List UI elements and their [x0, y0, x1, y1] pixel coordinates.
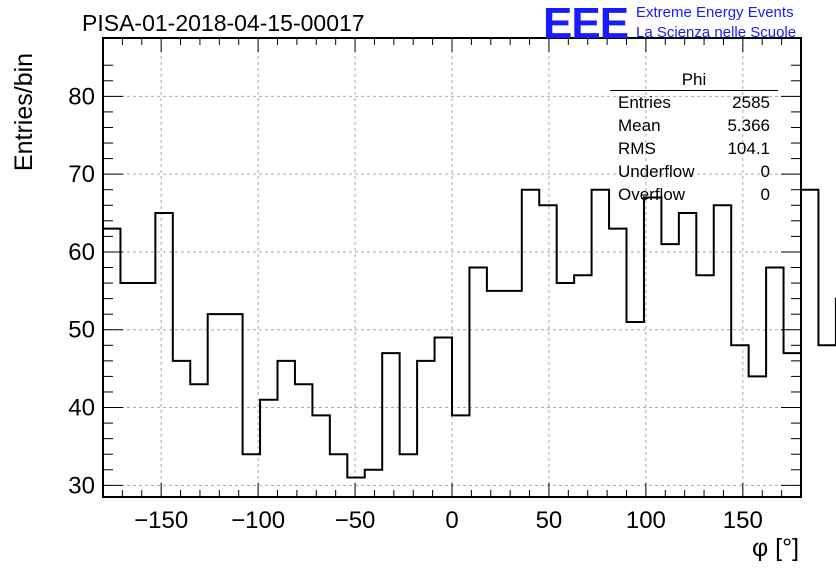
logo-line-1: Extreme Energy Events	[636, 4, 794, 21]
stats-value: 2585	[732, 93, 770, 112]
logo-line-2: La Scienza nelle Scuole	[636, 24, 797, 41]
stats-row-mean: Mean 5.366	[610, 114, 778, 137]
x-tick-label: 0	[445, 507, 458, 534]
chart-title: PISA-01-2018-04-15-00017	[82, 10, 365, 36]
stats-label: Underflow	[618, 162, 695, 181]
y-axis-label: Entries/bin	[10, 52, 38, 172]
x-tick-label: −150	[134, 507, 188, 534]
y-tick-label: 50	[68, 317, 95, 344]
x-tick-label: −100	[231, 507, 285, 534]
stats-value: 0	[760, 162, 770, 181]
stats-value: 0	[760, 185, 770, 204]
stats-label: Overflow	[618, 185, 686, 204]
y-tick-label: 60	[68, 239, 95, 266]
plot-frame	[102, 37, 802, 498]
x-tick-label: 50	[536, 507, 563, 534]
stats-value: 104.1	[727, 139, 770, 158]
y-tick-label: 80	[68, 83, 95, 110]
x-tick-label: 150	[723, 507, 763, 534]
stats-row-entries: Entries 2585	[610, 91, 778, 114]
eee-logo: EEE	[543, 0, 629, 48]
stats-row-underflow: Underflow 0	[610, 160, 778, 183]
stats-row-rms: RMS 104.1	[610, 137, 778, 160]
y-tick-label: 30	[68, 472, 95, 499]
x-tick-label: 100	[626, 507, 666, 534]
stats-row-overflow: Overflow 0	[610, 183, 778, 206]
y-tick-label: 70	[68, 161, 95, 188]
stats-value: 5.366	[727, 116, 770, 135]
x-axis-label: φ [°]	[752, 534, 800, 562]
x-tick-label: −50	[335, 507, 376, 534]
y-tick-label: 40	[68, 395, 95, 422]
stats-label: RMS	[618, 139, 656, 158]
stats-label: Mean	[618, 116, 661, 135]
stats-box: Phi Entries 2585 Mean 5.366 RMS 104.1 Under…	[610, 70, 778, 206]
stats-title: Phi	[610, 70, 778, 91]
stats-label: Entries	[618, 93, 671, 112]
